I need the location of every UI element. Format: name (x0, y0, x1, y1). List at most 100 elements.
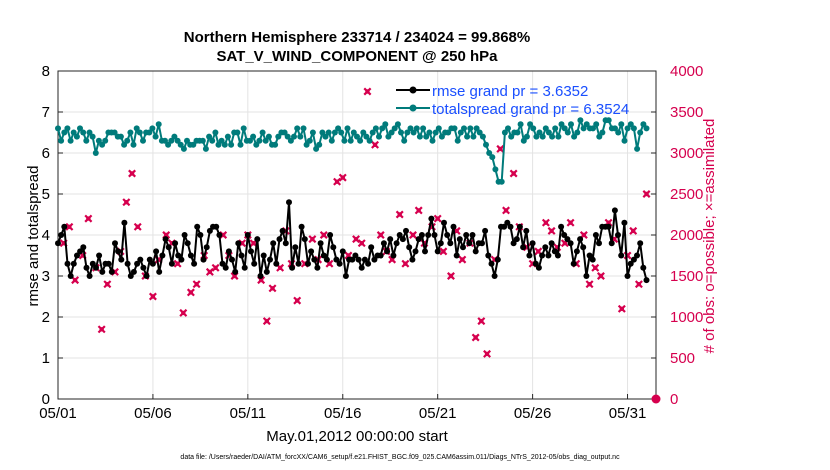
totalspread-marker (454, 137, 461, 144)
totalspread-marker (202, 145, 209, 152)
rmse-marker (368, 244, 375, 251)
obs-marker (483, 349, 492, 358)
totalspread-marker (429, 137, 436, 144)
rmse-marker (149, 260, 156, 267)
totalspread-marker (596, 133, 603, 140)
rmse-marker (460, 244, 466, 251)
rmse-marker (592, 232, 599, 238)
rmse-marker (317, 240, 324, 247)
totalspread-marker (73, 133, 80, 140)
rmse-marker (298, 223, 305, 230)
totalspread-marker (124, 137, 131, 144)
rmse-marker (143, 273, 150, 279)
obs-marker-dot (334, 179, 340, 184)
x-axis-ticks: 05/01 05/06 05/11 05/16 05/21 05/26 05/31 (39, 394, 646, 422)
rmse-marker (96, 252, 103, 259)
totalspread-marker (328, 137, 335, 144)
obs-marker (97, 325, 106, 334)
totalspread-marker (599, 129, 606, 136)
rmse-marker (260, 252, 267, 259)
rmse-marker (365, 260, 372, 267)
obs-marker-dot (441, 249, 446, 254)
totalspread-marker (501, 129, 508, 136)
obs-marker-dot (587, 282, 592, 287)
totalspread-marker (184, 137, 190, 144)
rmse-marker (573, 248, 580, 255)
totalspread-marker (309, 129, 316, 136)
totalspread-marker (363, 133, 370, 140)
rmse-marker (425, 232, 432, 238)
rmse-marker (482, 227, 489, 234)
totalspread-marker (303, 141, 310, 148)
rmse-marker (311, 256, 318, 263)
totalspread-marker (297, 133, 304, 140)
rmse-marker (140, 264, 147, 271)
totalspread-marker (316, 141, 323, 148)
left-y-tick-label: 7 (42, 104, 50, 121)
obs-marker-dot (503, 208, 509, 213)
totalspread-marker (218, 137, 225, 144)
totalspread-marker (136, 129, 143, 136)
obs-marker-dot (498, 146, 503, 152)
left-y-tick-label: 2 (42, 309, 50, 326)
totalspread-marker (451, 125, 458, 132)
right-y-tick-label: 3500 (670, 104, 703, 121)
obs-marker-dot (72, 277, 78, 283)
rmse-marker (491, 273, 498, 279)
rmse-marker (213, 223, 220, 230)
rmse-marker (115, 248, 122, 255)
totalspread-marker (70, 129, 77, 136)
right-y-tick-label: 1000 (670, 309, 703, 326)
totalspread-marker (388, 129, 395, 136)
totalspread-marker (331, 129, 338, 136)
rmse-marker (523, 227, 530, 234)
rmse-marker (431, 232, 438, 238)
left-y-axis-ticks: 0 1 2 3 4 5 6 7 8 (42, 63, 63, 408)
rmse-marker (248, 248, 254, 255)
obs-marker (395, 210, 404, 219)
obs-marker-dot (105, 282, 110, 287)
totalspread-marker (133, 125, 140, 132)
totalspread-marker (539, 133, 546, 140)
rmse-marker (93, 264, 99, 271)
rmse-marker (134, 260, 141, 267)
totalspread-marker (250, 133, 257, 140)
obs-marker-dot (479, 318, 484, 324)
rmse-marker (535, 264, 542, 271)
obs-marker-dot (164, 232, 169, 238)
totalspread-line (57, 119, 648, 183)
obs-marker (333, 177, 342, 186)
rmse-marker (377, 252, 384, 259)
totalspread-marker (561, 125, 568, 132)
rmse-marker (83, 264, 90, 271)
rmse-marker (292, 244, 299, 251)
rmse-marker (479, 240, 485, 247)
obs-marker-dot (353, 236, 359, 242)
obs-marker-dot (473, 335, 478, 340)
totalspread-series (55, 117, 650, 185)
rmse-marker (371, 256, 378, 263)
rmse-marker (289, 264, 296, 271)
rmse-marker (488, 260, 495, 267)
obs-marker (566, 218, 575, 227)
totalspread-marker (457, 129, 464, 136)
obs-marker (65, 222, 74, 231)
rmse-marker (561, 232, 568, 238)
rmse-marker (137, 256, 144, 263)
totalspread-marker (568, 121, 574, 128)
rmse-marker (172, 240, 179, 247)
right-y-tick-label: 2000 (670, 227, 703, 244)
totalspread-marker (489, 154, 496, 161)
obs-marker (496, 144, 505, 153)
obs-marker-dot (378, 232, 383, 238)
obs-marker (414, 206, 423, 215)
obs-marker (276, 263, 285, 272)
totalspread-marker (394, 121, 401, 128)
totalspread-marker (190, 141, 197, 148)
rmse-marker (504, 219, 511, 226)
rmse-marker (279, 227, 286, 234)
totalspread-marker (121, 141, 128, 148)
x-tick-label: 05/26 (514, 405, 552, 422)
obs-marker (585, 280, 594, 289)
rmse-marker (219, 260, 226, 267)
